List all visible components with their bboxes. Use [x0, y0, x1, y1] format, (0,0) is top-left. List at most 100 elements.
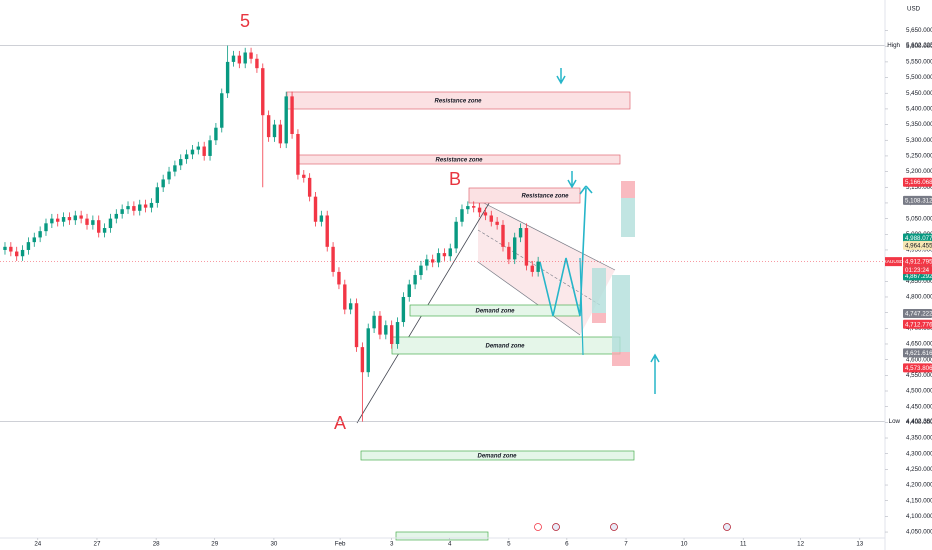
candle-body: [108, 218, 113, 229]
y-tick-label: 4,850.000: [906, 278, 932, 285]
channel-line: [477, 261, 581, 336]
price-label: 4,712.776: [905, 321, 932, 328]
y-tick-label: 4,250.000: [906, 466, 932, 473]
candle-body: [372, 315, 376, 329]
candle-body: [155, 187, 160, 203]
candle-body: [173, 165, 177, 172]
price-label-box: [903, 309, 932, 319]
currency-label: USD: [907, 6, 921, 13]
candle-body: [319, 215, 324, 222]
price-label-box: [903, 240, 932, 250]
candle-body: [466, 206, 470, 210]
x-tick-label: 3: [390, 541, 394, 548]
candle-body: [513, 237, 517, 260]
candle-body: [266, 115, 271, 138]
candle-body: [26, 242, 31, 250]
y-tick-label: 4,200.000: [906, 482, 932, 489]
candle-body: [14, 251, 19, 257]
event-icon[interactable]: [723, 523, 731, 531]
candle-body: [483, 212, 488, 216]
y-tick-label: 5,500.000: [906, 74, 932, 81]
candle-body: [530, 265, 534, 272]
candle-body: [460, 209, 464, 222]
x-tick-label: 27: [94, 541, 101, 548]
candle-body: [38, 231, 42, 238]
candle-body: [196, 146, 201, 150]
candle-body: [313, 196, 318, 222]
candle-body: [378, 315, 382, 335]
y-tick-label: 5,050.000: [906, 215, 932, 222]
candle-body: [401, 296, 406, 323]
demand-zone: [360, 450, 635, 461]
candle-body: [9, 246, 13, 252]
candle-body: [442, 253, 447, 257]
candle-body: [208, 140, 212, 156]
y-tick-label: 4,800.000: [906, 294, 932, 301]
stop-box: [621, 181, 635, 198]
price-label-box: [903, 348, 932, 358]
zone-label: Resistance zone: [435, 158, 483, 164]
candle-body: [337, 271, 341, 285]
target-box: [612, 275, 630, 352]
candle-body: [524, 228, 529, 266]
x-tick-label: 24: [34, 541, 41, 548]
candle-body: [384, 325, 388, 335]
y-tick-label: 4,050.000: [906, 529, 932, 536]
price-label-box: [903, 233, 932, 243]
zone-label: Demand zone: [477, 454, 517, 460]
x-tick-label: 13: [856, 541, 863, 548]
projection-path: [579, 257, 584, 356]
resistance-zone: [468, 187, 581, 204]
candle-body: [536, 261, 540, 272]
x-tick-label: 28: [153, 541, 160, 548]
candle-body: [448, 248, 452, 257]
price-label-box: [903, 319, 932, 329]
x-tick-label: 4: [448, 541, 452, 548]
wave-label: B: [449, 169, 461, 189]
candle-body: [419, 265, 423, 276]
y-tick-label: 4,650.000: [906, 341, 932, 348]
price-label: 4,747.222: [905, 310, 932, 317]
y-tick-label: 5,550.000: [906, 59, 932, 66]
candle-body: [32, 237, 36, 243]
candle-body: [501, 224, 505, 247]
event-icon[interactable]: [552, 523, 560, 531]
countdown-box: [903, 266, 932, 275]
candle-body: [56, 218, 60, 222]
candle-body: [102, 228, 107, 233]
y-tick-label: 4,600.000: [906, 356, 932, 363]
y-tick-label: 5,200.000: [906, 168, 932, 175]
price-label-box: [903, 195, 932, 205]
y-tick-label: 5,300.000: [906, 137, 932, 144]
candle-body: [167, 171, 171, 180]
y-tick-label: 4,150.000: [906, 497, 932, 504]
target-box: [592, 268, 606, 313]
price-label: 5,108.312: [905, 197, 932, 204]
event-icon[interactable]: [610, 523, 618, 531]
candle-body: [79, 215, 83, 219]
candle-body: [425, 259, 429, 266]
event-icon[interactable]: [534, 523, 542, 531]
candle-body: [61, 217, 66, 222]
candle-body: [389, 325, 394, 344]
y-tick-label: 4,350.000: [906, 435, 932, 442]
candle-body: [343, 284, 347, 310]
zone-label: Resistance zone: [434, 99, 482, 105]
candle-body: [220, 93, 224, 128]
candle-body: [348, 303, 353, 310]
candle-body: [436, 253, 441, 263]
candle-body: [44, 223, 48, 232]
x-tick-label: Feb: [335, 541, 346, 548]
candle-body: [161, 179, 165, 188]
wave-label: A: [334, 413, 346, 433]
y-tick-label: 4,950.000: [906, 247, 932, 254]
candle-body: [202, 146, 206, 156]
candle-body: [249, 52, 253, 59]
extreme-name: Low: [889, 418, 901, 425]
candle-body: [430, 259, 435, 263]
candle-body: [85, 218, 89, 225]
price-label: 5,166.068: [905, 179, 932, 186]
candle-body: [73, 215, 77, 221]
price-label: 4,573.806: [905, 365, 932, 372]
